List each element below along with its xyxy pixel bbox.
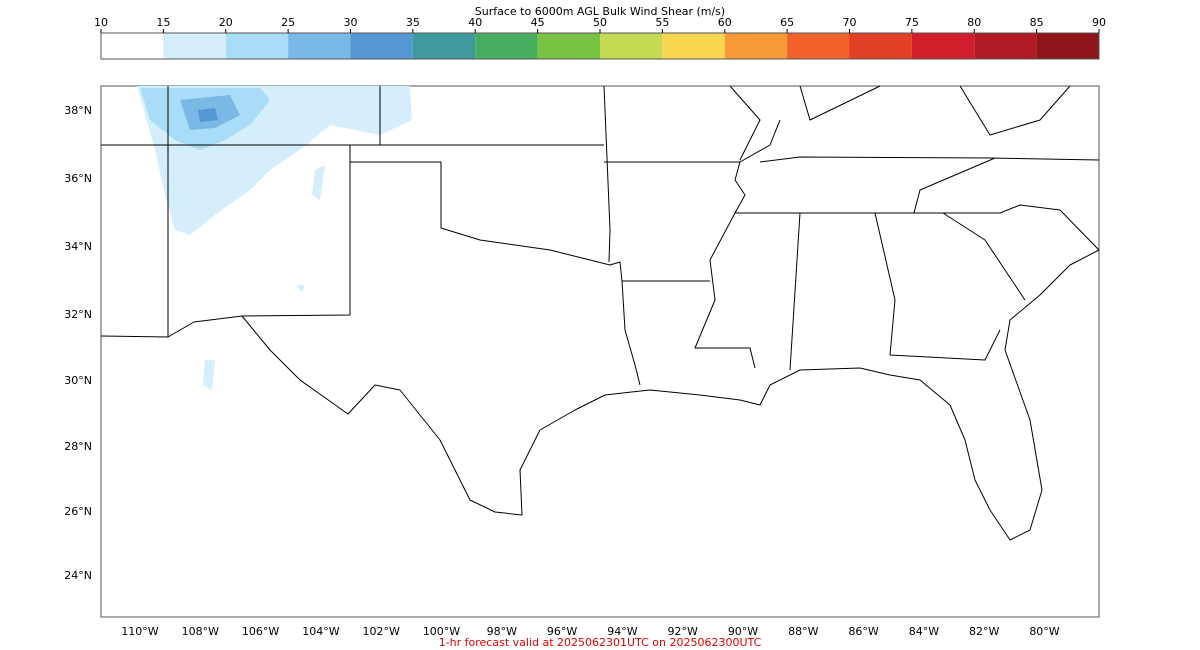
lon-label: 94°W xyxy=(607,625,637,638)
lon-label: 84°W xyxy=(909,625,939,638)
colorbar-tick-label: 10 xyxy=(94,16,108,29)
colorbar-tick-label: 80 xyxy=(967,16,981,29)
colorbar-segment xyxy=(101,33,164,59)
lon-label: 96°W xyxy=(547,625,577,638)
lat-labels: 38°N 36°N 34°N 32°N 30°N 28°N 26°N 24°N xyxy=(64,104,92,582)
lon-label: 86°W xyxy=(848,625,878,638)
colorbar-segment xyxy=(225,33,289,59)
lon-label: 80°W xyxy=(1029,625,1059,638)
lat-label: 38°N xyxy=(64,104,92,117)
lat-label: 34°N xyxy=(64,240,92,253)
colorbar-segment xyxy=(537,33,600,59)
lon-label: 106°W xyxy=(242,625,279,638)
colorbar-tick-label: 35 xyxy=(406,16,420,29)
lon-label: 92°W xyxy=(668,625,698,638)
colorbar-tick-label: 25 xyxy=(281,16,295,29)
lat-label: 26°N xyxy=(64,505,92,518)
map-frame xyxy=(100,85,1100,618)
colorbar-segment xyxy=(849,33,912,59)
colorbar-tick-label: 60 xyxy=(718,16,732,29)
colorbar-segment xyxy=(412,33,476,59)
lat-label: 36°N xyxy=(64,172,92,185)
colorbar-segment xyxy=(600,33,663,59)
colorbar-segment xyxy=(475,33,538,59)
footer: 1-hr forecast valid at 2025062301UTC on … xyxy=(439,636,762,649)
lon-label: 82°W xyxy=(969,625,999,638)
colorbar-tick-label: 40 xyxy=(468,16,482,29)
colorbar-segment xyxy=(288,33,351,59)
colorbar-segment xyxy=(1036,33,1099,59)
colorbar-tick-label: 50 xyxy=(593,16,607,29)
lon-label: 108°W xyxy=(182,625,219,638)
colorbar-tick-label: 90 xyxy=(1092,16,1106,29)
colorbar-tick-label: 55 xyxy=(655,16,669,29)
colorbar-tick-label: 30 xyxy=(344,16,358,29)
colorbar-tick-label: 45 xyxy=(531,16,545,29)
colorbar-segment xyxy=(662,33,725,59)
colorbar-tick-label: 15 xyxy=(156,16,170,29)
borders xyxy=(100,85,1100,541)
lon-label: 110°W xyxy=(121,625,158,638)
lon-labels: 110°W 108°W 106°W 104°W 102°W 100°W 98°W 96°W 94… xyxy=(121,625,1059,638)
colorbar-tick-label: 85 xyxy=(1030,16,1044,29)
shear-area xyxy=(198,108,218,122)
coastline xyxy=(100,249,1100,541)
colorbar-tick-label: 75 xyxy=(905,16,919,29)
colorbar-segment xyxy=(163,33,226,59)
colorbar-tick-label: 70 xyxy=(843,16,857,29)
lon-label: 100°W xyxy=(423,625,460,638)
map xyxy=(100,85,1100,618)
lat-label: 30°N xyxy=(64,374,92,387)
colorbar-segment xyxy=(974,33,1037,59)
colorbar-segment xyxy=(350,33,413,59)
lon-label: 102°W xyxy=(363,625,400,638)
lat-label: 24°N xyxy=(64,569,92,582)
colorbar-segment xyxy=(724,33,788,59)
lon-label: 90°W xyxy=(728,625,758,638)
colorbar-segment xyxy=(787,33,850,59)
colorbar-segment xyxy=(911,33,975,59)
lon-label: 98°W xyxy=(487,625,517,638)
shear-field xyxy=(137,86,412,390)
lat-label: 32°N xyxy=(64,308,92,321)
lat-label: 28°N xyxy=(64,440,92,453)
colorbar: 10 15 20 25 30 35 40 45 50 55 60 65 70 75 80 85 90 xyxy=(94,16,1106,60)
lon-label: 88°W xyxy=(788,625,818,638)
colorbar-tick-label: 65 xyxy=(780,16,794,29)
colorbar-title: Surface to 6000m AGL Bulk Wind Shear (m/… xyxy=(475,5,725,18)
lon-label: 104°W xyxy=(302,625,339,638)
colorbar-tick-label: 20 xyxy=(219,16,233,29)
